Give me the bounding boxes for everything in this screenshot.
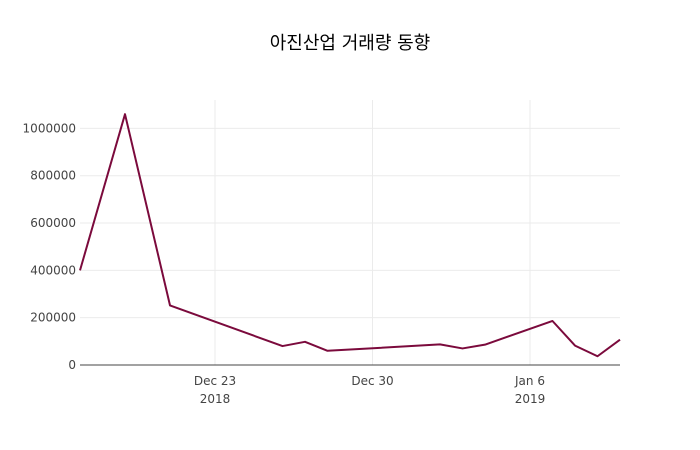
y-tick-label: 1000000 <box>23 121 76 135</box>
x-tick-label: Dec 23 <box>194 374 236 388</box>
x-tick-year-label: 2019 <box>515 392 546 406</box>
series-line <box>79 113 621 358</box>
y-tick-label: 200000 <box>30 311 76 325</box>
series-layer <box>79 113 621 358</box>
grid <box>80 100 620 366</box>
chart-title: 아진산업 거래량 동향 <box>270 33 430 54</box>
x-tick-label: Dec 30 <box>351 374 393 388</box>
x-tick-label: Jan 6 <box>514 374 545 388</box>
y-tick-label: 400000 <box>30 263 76 277</box>
tick-labels: 0 200000 400000 600000 800000 1000000 Dec 23 20… <box>23 121 546 406</box>
y-tick-label: 800000 <box>30 169 76 183</box>
x-tick-year-label: 2018 <box>200 392 231 406</box>
y-tick-label: 600000 <box>30 216 76 230</box>
y-tick-label: 0 <box>68 358 76 372</box>
